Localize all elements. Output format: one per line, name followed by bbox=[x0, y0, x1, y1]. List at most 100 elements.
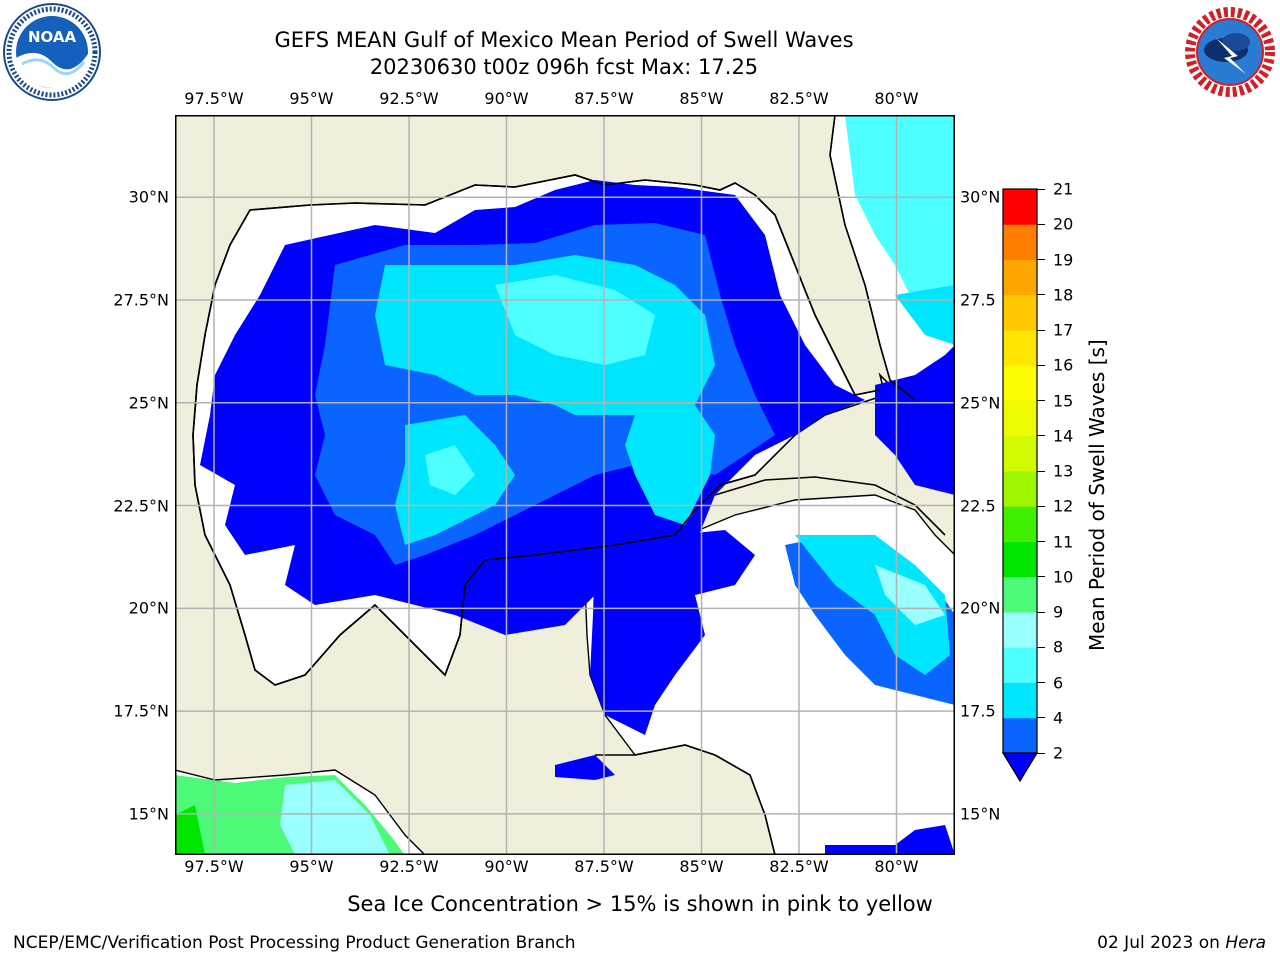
colorbar-tick-mark bbox=[1037, 505, 1045, 507]
footer-date: 02 Jul 2023 on Hera bbox=[1097, 933, 1266, 953]
colorbar-segment bbox=[1003, 435, 1037, 472]
honduras-coastline bbox=[595, 744, 776, 855]
lon-tick-bottom: 97.5°W bbox=[184, 857, 244, 876]
lat-tick-right: 20°N bbox=[960, 598, 1001, 618]
colorbar-segment bbox=[1003, 330, 1037, 366]
colorbar-tick-mark bbox=[1037, 611, 1045, 613]
lon-tick-top: 95°W bbox=[289, 89, 334, 108]
lon-tick-top: 90°W bbox=[484, 89, 529, 108]
lat-tick-left: 27.5°N bbox=[113, 290, 169, 310]
lon-tick-bottom: 85°W bbox=[679, 857, 724, 876]
colorbar-tick-label: 12 bbox=[1053, 496, 1074, 516]
us-gulf-coastline bbox=[249, 174, 881, 396]
lat-tick-right: 30°N bbox=[960, 187, 1001, 207]
colorbar-label: Mean Period of Swell Waves [s] bbox=[1085, 339, 1109, 651]
colorbar-tick-mark bbox=[1037, 541, 1045, 542]
swell-region-4-6s-yucatan bbox=[625, 405, 715, 525]
colorbar-segment bbox=[1003, 471, 1037, 507]
colorbar-tick-label: 19 bbox=[1053, 250, 1074, 269]
colorbar-tick-mark bbox=[1037, 752, 1045, 754]
colorbar-segment bbox=[1003, 259, 1037, 296]
colorbar-tick-label: 15 bbox=[1053, 391, 1074, 410]
lon-tick-bottom: 87.5°W bbox=[574, 857, 634, 876]
swell-region-8-9s-caribbean bbox=[875, 565, 945, 625]
lat-tick-left: 25°N bbox=[128, 393, 169, 413]
lat-tick-right: 15°N bbox=[960, 804, 1001, 824]
noaa-logo: NOAA bbox=[3, 3, 101, 101]
colorbar-under-arrow bbox=[1001, 752, 1039, 783]
colorbar-tick-label: 11 bbox=[1053, 532, 1074, 551]
lat-tick-right: 17.5 bbox=[960, 701, 996, 721]
swell-region-6-8s-atlantic bbox=[845, 115, 955, 315]
swell-region-6-8s-campeche bbox=[425, 445, 475, 495]
yucatan-coastline bbox=[484, 474, 756, 561]
lon-tick-top: 92.5°W bbox=[379, 89, 439, 108]
colorbar-segment bbox=[1003, 365, 1037, 401]
lat-tick-left: 17.5°N bbox=[113, 701, 169, 721]
colorbar-tick-label: 16 bbox=[1053, 355, 1074, 375]
colorbar-segment bbox=[1003, 189, 1037, 225]
colorbar-tick-mark bbox=[1037, 188, 1045, 190]
colorbar-tick-mark bbox=[1037, 329, 1045, 331]
colorbar-segment bbox=[1003, 224, 1037, 260]
colorbar-tick-label: 6 bbox=[1053, 673, 1064, 692]
lon-tick-bottom: 95°W bbox=[289, 857, 334, 876]
colorbar-segment bbox=[1003, 506, 1037, 542]
sea-ice-footnote: Sea Ice Concentration > 15% is shown in … bbox=[347, 892, 933, 916]
colorbar-tick-mark bbox=[1037, 717, 1045, 719]
nws-logo bbox=[1183, 5, 1277, 99]
colorbar-tick-mark bbox=[1037, 259, 1045, 260]
swell-region-under-2s-honduras bbox=[555, 755, 615, 780]
map-subtitle: 20230630 t00z 096h fcst Max: 17.25 bbox=[369, 55, 759, 79]
colorbar-tick-label: 18 bbox=[1053, 285, 1074, 305]
swell-region-10-11s-pacific bbox=[175, 805, 205, 855]
colorbar-tick-mark bbox=[1037, 294, 1045, 296]
lon-tick-top: 87.5°W bbox=[574, 89, 634, 108]
lon-tick-bottom: 92.5°W bbox=[379, 857, 439, 876]
colorbar-tick-mark bbox=[1037, 646, 1045, 648]
swell-region-under-2s-bahamas bbox=[875, 345, 955, 495]
lat-tick-left: 22.5°N bbox=[113, 496, 169, 516]
noaa-logo-text: NOAA bbox=[28, 28, 77, 46]
lon-tick-top: 80°W bbox=[874, 89, 919, 108]
lat-tick-left: 30°N bbox=[128, 187, 169, 207]
colorbar-tick-label: 10 bbox=[1053, 567, 1074, 587]
lat-tick-right: 25°N bbox=[960, 393, 1001, 413]
colorbar-segment bbox=[1003, 717, 1037, 754]
colorbar-tick-label: 9 bbox=[1053, 602, 1064, 622]
swell-region-4-6s-caribbean bbox=[795, 535, 950, 675]
colorbar-tick-label: 17 bbox=[1053, 320, 1074, 340]
colorbar-tick-mark bbox=[1037, 223, 1045, 225]
lat-tick-right: 27.5 bbox=[960, 290, 996, 310]
colorbar-tick-mark bbox=[1037, 470, 1045, 472]
cuba-coastline bbox=[714, 476, 946, 536]
map-grid bbox=[175, 115, 955, 855]
lon-tick-bottom: 82.5°W bbox=[769, 857, 829, 876]
colorbar-tick-mark bbox=[1037, 576, 1045, 578]
colorbar-segment bbox=[1003, 400, 1037, 437]
map-frame bbox=[175, 115, 955, 855]
footer-date-text: 02 Jul 2023 on bbox=[1097, 933, 1226, 953]
swell-region-8-9s-pacific bbox=[280, 780, 390, 855]
swell-region-6-8s bbox=[495, 275, 655, 365]
lat-tick-left: 15°N bbox=[128, 804, 169, 824]
colorbar-segment bbox=[1003, 541, 1037, 578]
lon-tick-bottom: 90°W bbox=[484, 857, 529, 876]
colorbar-tick-mark bbox=[1037, 682, 1045, 683]
colorbar-tick-label: 4 bbox=[1053, 708, 1064, 728]
mexico-coastline bbox=[192, 209, 486, 686]
lat-tick-left: 20°N bbox=[128, 598, 169, 618]
footer-org: NCEP/EMC/Verification Post Processing Pr… bbox=[13, 933, 576, 953]
colorbar-segment bbox=[1003, 612, 1037, 648]
colorbar-tick-mark bbox=[1037, 400, 1045, 401]
colorbar bbox=[1001, 188, 1039, 783]
lon-tick-top: 85°W bbox=[679, 89, 724, 108]
map-title: GEFS MEAN Gulf of Mexico Mean Period of … bbox=[274, 28, 854, 52]
gulf-swell-period-map bbox=[175, 115, 955, 855]
lat-tick-right: 22.5 bbox=[960, 496, 996, 516]
colorbar-tick-mark bbox=[1037, 364, 1045, 366]
colorbar-tick-label: 8 bbox=[1053, 637, 1064, 657]
colorbar-tick-label: 14 bbox=[1053, 426, 1074, 446]
colorbar-segment bbox=[1003, 682, 1037, 719]
lon-tick-top: 82.5°W bbox=[769, 89, 829, 108]
